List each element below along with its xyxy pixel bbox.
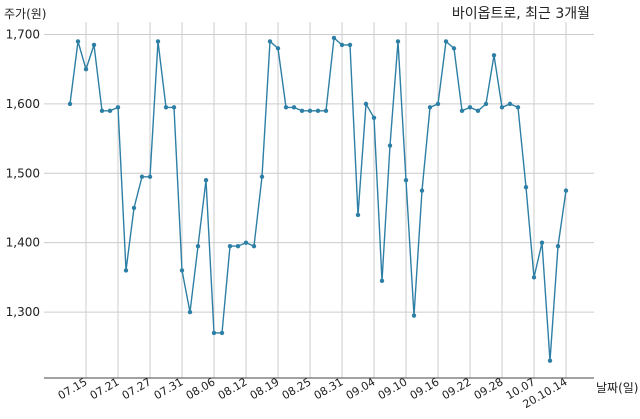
data-point — [475, 108, 481, 114]
x-axis-label: 날짜(일) — [596, 381, 638, 395]
x-tick-label: 08.06 — [184, 375, 218, 402]
x-tick-label: 07.21 — [88, 375, 122, 402]
x-tick-label: 09.04 — [344, 375, 378, 402]
data-point — [139, 174, 145, 179]
data-point — [371, 115, 377, 120]
x-tick-label: 08.31 — [312, 375, 346, 402]
data-point — [75, 39, 81, 44]
data-point — [275, 46, 281, 51]
data-point — [155, 39, 161, 44]
data-point — [67, 101, 73, 107]
y-tick-label: 1,500 — [6, 166, 40, 180]
data-point — [131, 205, 137, 211]
data-point — [179, 268, 185, 273]
grid — [44, 22, 594, 378]
data-point — [443, 39, 449, 44]
data-point — [219, 330, 225, 336]
data-point — [195, 243, 201, 249]
data-point — [379, 278, 385, 284]
data-point — [123, 268, 129, 273]
data-point — [507, 101, 513, 107]
data-point — [91, 42, 97, 48]
data-point — [259, 174, 265, 179]
data-point — [563, 188, 569, 193]
data-point — [147, 174, 153, 179]
x-tick-label: 08.25 — [280, 375, 314, 402]
series-layer — [67, 35, 569, 363]
data-point — [459, 108, 465, 114]
data-point — [403, 178, 409, 183]
data-point — [411, 313, 417, 318]
data-point — [171, 105, 177, 110]
data-point — [547, 358, 553, 363]
data-point — [243, 240, 249, 245]
data-point — [187, 309, 193, 315]
data-point — [523, 184, 529, 190]
data-point — [491, 53, 497, 58]
data-point — [307, 108, 313, 114]
data-point — [363, 101, 369, 107]
data-point — [251, 243, 257, 249]
data-point — [115, 105, 121, 110]
data-point — [483, 101, 489, 107]
data-point — [83, 66, 89, 72]
data-point — [555, 243, 561, 249]
data-point — [163, 105, 169, 110]
data-point — [467, 105, 473, 110]
data-point — [339, 42, 345, 48]
data-point — [315, 108, 321, 114]
x-tick-label: 08.12 — [216, 375, 250, 402]
y-tick-label: 1,400 — [6, 236, 40, 250]
data-point — [211, 330, 217, 336]
data-point — [323, 108, 329, 114]
y-tick-label: 1,700 — [6, 27, 40, 41]
y-tick-label: 1,600 — [6, 97, 40, 111]
data-point — [539, 240, 545, 245]
data-point — [531, 275, 537, 280]
data-point — [347, 42, 353, 48]
x-tick-label: 09.22 — [440, 375, 474, 402]
x-tick-label: 09.16 — [408, 375, 442, 402]
x-tick-label: 07.31 — [152, 375, 186, 402]
data-point — [427, 105, 433, 110]
x-tick-labels: 07.1507.2107.2707.3108.0608.1208.1908.25… — [56, 375, 570, 411]
data-point — [203, 178, 209, 183]
x-tick-label: 09.28 — [472, 375, 506, 402]
data-point — [227, 243, 233, 249]
x-tick-label: 07.15 — [56, 375, 90, 402]
data-point — [331, 35, 337, 41]
data-point — [299, 108, 305, 114]
data-point — [515, 105, 521, 110]
y-tick-label: 1,300 — [6, 305, 40, 319]
chart-title: 바이옵트로, 최근 3개월 — [452, 6, 590, 22]
data-point — [451, 46, 457, 51]
data-point — [499, 105, 505, 110]
data-point — [235, 243, 241, 249]
data-point — [107, 108, 113, 114]
data-point — [99, 108, 105, 114]
y-tick-labels: 1,300 1,400 1,500 1,600 1,700 — [6, 27, 40, 319]
data-point — [267, 39, 273, 44]
x-tick-label: 07.27 — [120, 375, 154, 402]
y-axis-label: 주가(원) — [4, 7, 46, 21]
data-point — [355, 212, 361, 218]
x-tick-label: 09.10 — [376, 375, 410, 402]
x-tick-label: 08.19 — [248, 375, 282, 402]
data-point — [419, 188, 425, 193]
data-point — [291, 105, 297, 110]
data-point — [283, 105, 289, 110]
data-point — [435, 101, 441, 107]
data-point — [387, 143, 393, 148]
data-point — [395, 39, 401, 44]
